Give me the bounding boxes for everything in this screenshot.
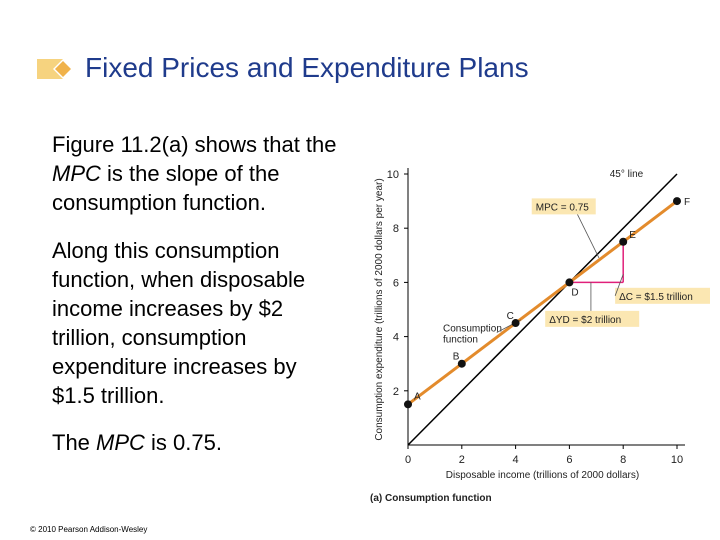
paragraph-mpc-value: The MPC is 0.75.	[52, 430, 222, 455]
point-a	[404, 400, 412, 409]
point-f	[673, 197, 681, 206]
x-tick-label: 6	[566, 454, 572, 466]
x-tick-label: 10	[671, 454, 683, 466]
x-tick-label: 2	[459, 454, 465, 466]
point-label-c: C	[507, 311, 514, 322]
y-tick-label: 4	[393, 332, 399, 344]
point-label-b: B	[453, 352, 460, 363]
delta-yd-label: ΔYD = $2 trillion	[549, 315, 621, 326]
point-label-e: E	[629, 230, 636, 241]
y-tick-label: 6	[393, 277, 399, 289]
mpc-label-box	[531, 198, 596, 215]
figure-caption: (a) Consumption function	[370, 493, 492, 504]
point-label-d: D	[571, 287, 578, 298]
point-b	[457, 359, 466, 368]
slide-title: Fixed Prices and Expenditure Plans	[85, 52, 529, 83]
consumption-function-label-2: function	[443, 334, 478, 345]
delta-yd-label-box	[545, 310, 640, 327]
point-label-a: A	[414, 391, 421, 402]
delta-c-label: ΔC = $1.5 trillion	[619, 292, 693, 303]
title-diamond-icon	[37, 59, 73, 79]
point-d	[565, 278, 574, 287]
delta-c-label-box	[615, 287, 710, 304]
copyright-footer: © 2010 Pearson Addison-Wesley	[30, 525, 148, 534]
delta-c-leader-line	[614, 274, 624, 296]
forty-five-degree-line	[407, 173, 678, 446]
mpc-label: MPC = 0.75	[536, 202, 590, 213]
y-tick-label: 8	[393, 223, 399, 235]
paragraph-mpc-slope: Figure 11.2(a) shows that the MPC is the…	[52, 132, 337, 215]
consumption-function-line	[407, 199, 678, 406]
y-axis-label: Consumption expenditure (trillions of 20…	[374, 178, 385, 440]
y-tick-label: 10	[387, 169, 399, 181]
consumption-function-label-1: Consumption	[443, 323, 502, 334]
x-tick-label: 4	[513, 454, 519, 466]
y-tick-label: 2	[393, 386, 399, 398]
point-label-f: F	[684, 197, 690, 208]
mpc-leader-line	[577, 214, 600, 259]
point-e	[619, 237, 628, 246]
x-tick-label: 8	[620, 454, 626, 466]
consumption-function-chart: 0 2 4 6 8 10 2 4 6 8 10 Disposable income (trillion…	[370, 168, 710, 504]
paragraph-income-increase: Along this consumption function, when di…	[52, 238, 306, 408]
point-c	[511, 319, 520, 328]
x-tick-label: 0	[405, 454, 411, 466]
forty-five-line-label: 45° line	[610, 169, 644, 180]
x-axis-label: Disposable income (trillions of 2000 dol…	[446, 470, 639, 481]
